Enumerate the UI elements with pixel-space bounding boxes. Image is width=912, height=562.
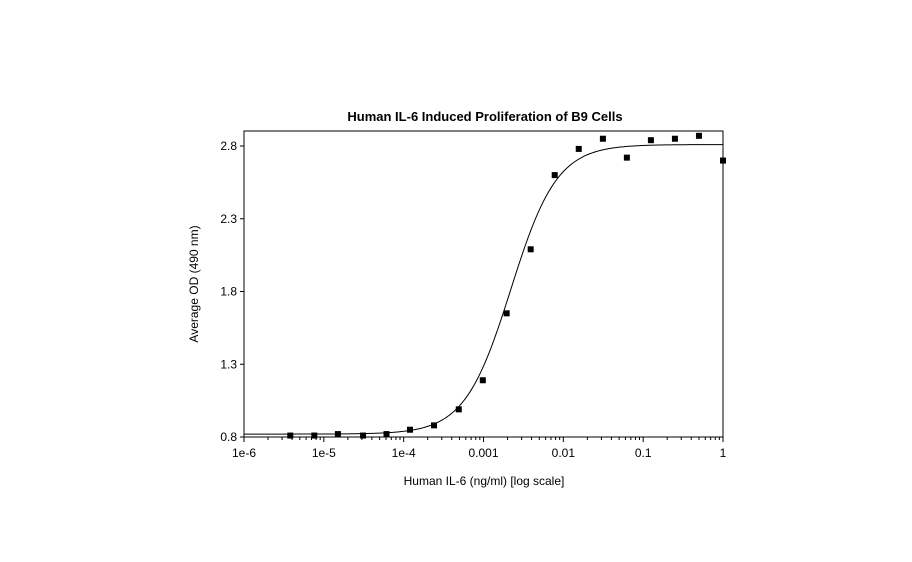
x-axis-ticks: 1e-6 1e-5 1e-4 0.001 0.01 0.1 1: [232, 437, 727, 460]
x-axis-label: Human IL-6 (ng/ml) [log scale]: [404, 474, 565, 488]
data-point: [599, 135, 606, 142]
data-point: [431, 422, 438, 429]
data-point: [406, 426, 413, 433]
data-point: [527, 246, 534, 253]
data-point: [720, 157, 726, 164]
chart-title: Human IL-6 Induced Proliferation of B9 C…: [347, 109, 622, 124]
data-point: [647, 137, 654, 144]
y-tick-label: 0.8: [220, 430, 237, 444]
data-point: [479, 377, 486, 384]
data-point: [455, 406, 462, 413]
x-tick-label: 0.1: [635, 446, 652, 460]
data-point: [671, 135, 678, 142]
y-tick-label: 2.8: [220, 139, 237, 153]
y-tick-label: 1.8: [220, 285, 237, 299]
data-point: [575, 145, 582, 152]
x-tick-label: 1e-6: [232, 446, 256, 460]
data-point: [383, 431, 390, 438]
data-point: [311, 432, 318, 439]
y-tick-label: 2.3: [220, 212, 237, 226]
data-point: [503, 310, 510, 317]
data-point: [287, 432, 294, 439]
data-points: [287, 132, 726, 439]
data-point: [551, 172, 558, 179]
x-tick-label: 1e-4: [392, 446, 416, 460]
x-tick-label: 1e-5: [312, 446, 336, 460]
y-axis-label: Average OD (490 nm): [187, 225, 201, 342]
y-tick-label: 1.3: [220, 357, 237, 371]
data-point: [360, 432, 367, 439]
y-axis-ticks: 0.8 1.3 1.8 2.3 2.8: [220, 139, 244, 444]
fit-curve: [244, 144, 724, 435]
plot-frame: [243, 130, 724, 438]
data-point: [334, 431, 341, 438]
data-point: [695, 132, 702, 139]
data-point: [623, 154, 630, 161]
x-tick-label: 0.001: [468, 446, 498, 460]
x-tick-label: 1: [720, 446, 727, 460]
x-tick-label: 0.01: [552, 446, 576, 460]
